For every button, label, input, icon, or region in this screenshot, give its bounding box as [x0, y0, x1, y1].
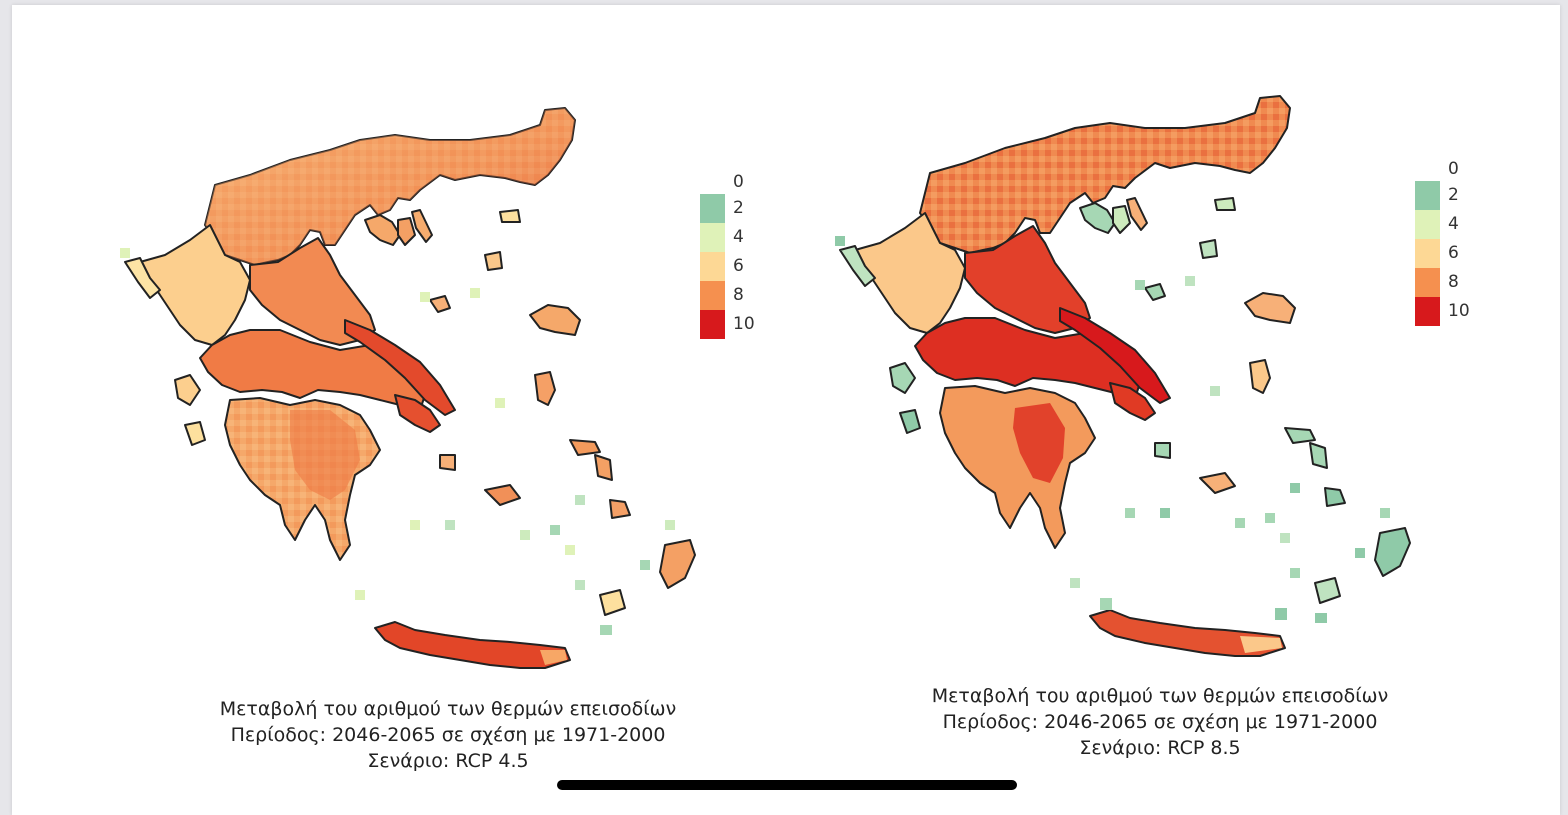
caption-period: Περίοδος: 2046-2065 σε σχέση με 1971-200… [230, 724, 666, 746]
legend-label-4: 4 [1448, 214, 1459, 234]
legend-label-0: 0 [1448, 159, 1459, 179]
caption-rcp45: Μεταβολή του αριθμού των θερμών επεισοδί… [198, 696, 698, 774]
mainland-grid [124, 107, 696, 669]
legend-rcp85: 0 2 4 6 8 10 [1415, 159, 1485, 326]
legend-label-10: 10 [1448, 301, 1470, 321]
legend-swatch-6-8 [700, 281, 725, 310]
legend-label-2: 2 [733, 198, 744, 218]
legend-label-6: 6 [733, 256, 744, 276]
legend-swatch-0-2 [1415, 181, 1440, 210]
legend-label-0: 0 [733, 172, 744, 192]
legend-label-8: 8 [733, 285, 744, 305]
legend-rcp45: 0 2 4 6 8 10 [700, 172, 770, 339]
island-cells [120, 248, 675, 635]
map-panel-rcp85 [715, 0, 1499, 795]
legend-label-6: 6 [1448, 243, 1459, 263]
legend-swatch-2-4 [1415, 210, 1440, 239]
legend-swatch-0-2 [700, 194, 725, 223]
legend-swatch-8-10 [1415, 297, 1440, 326]
caption-rcp85: Μεταβολή του αριθμού των θερμών επεισοδί… [910, 683, 1410, 761]
caption-scenario: Σενάριο: RCP 4.5 [367, 750, 529, 772]
map-panel-rcp45: 0 2 4 6 8 10 Μεταβολή του αριθμού των θε… [0, 0, 784, 807]
legend-label-2: 2 [1448, 185, 1459, 205]
legend-swatch-4-6 [1415, 239, 1440, 268]
island-cells [835, 236, 1390, 623]
caption-scenario: Σενάριο: RCP 8.5 [1079, 737, 1241, 759]
legend-label-4: 4 [733, 227, 744, 247]
legend-swatch-2-4 [700, 223, 725, 252]
legend-swatch-8-10 [700, 310, 725, 339]
mainland-grid [839, 95, 1411, 657]
legend-label-8: 8 [1448, 272, 1459, 292]
home-indicator-bar[interactable] [557, 780, 1017, 790]
caption-period: Περίοδος: 2046-2065 σε σχέση με 1971-200… [942, 711, 1378, 733]
caption-title: Μεταβολή του αριθμού των θερμών επεισοδί… [219, 698, 677, 720]
greece-map-rcp85 [835, 95, 1411, 657]
legend-label-10: 10 [733, 314, 755, 334]
caption-title: Μεταβολή του αριθμού των θερμών επεισοδί… [931, 685, 1389, 707]
legend-swatch-6-8 [1415, 268, 1440, 297]
legend-swatch-4-6 [700, 252, 725, 281]
greece-map-rcp45 [120, 107, 696, 669]
